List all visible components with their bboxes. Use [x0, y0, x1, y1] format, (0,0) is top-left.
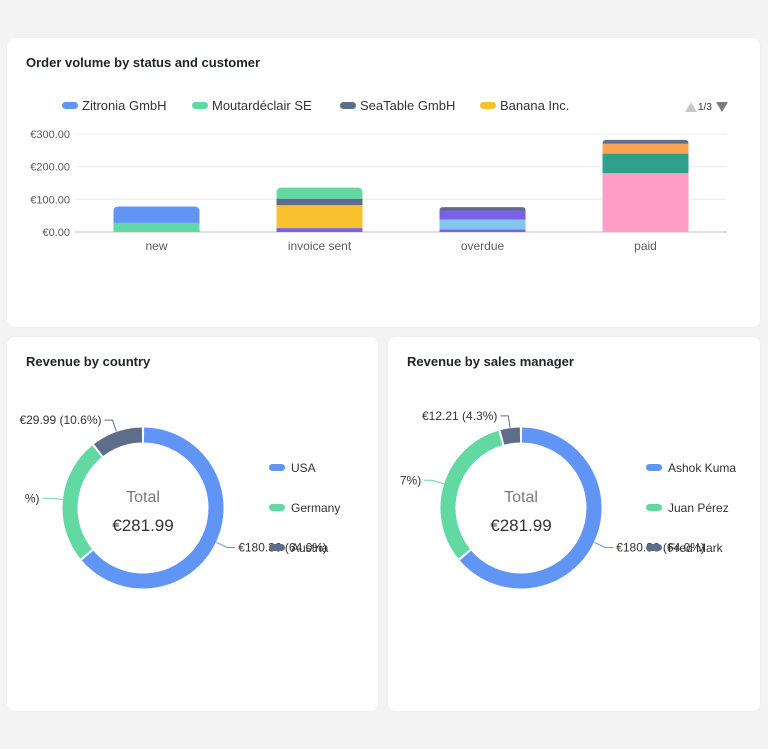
- x-tick-label-2: overdue: [461, 239, 505, 253]
- donut-legend-swatch-2: [646, 544, 662, 551]
- order-volume-chart: Zitronia GmbH Moutardéclair SE SeaTable Gm…: [30, 98, 728, 253]
- donut-leader-2: [104, 419, 117, 432]
- donut-slice-1: [62, 445, 102, 559]
- legend-label-3: Banana Inc.: [500, 98, 569, 113]
- pager-label: 1/3: [698, 102, 712, 113]
- donut-label-1: %): [25, 491, 40, 505]
- y-tick-label-2: €200.00: [30, 162, 70, 174]
- donut-center-value: €281.99: [112, 516, 173, 535]
- donut-slice-1: [440, 430, 503, 559]
- revenue-manager-card: Revenue by sales manager €180.36 (64.0%)…: [388, 337, 760, 711]
- bar-segment: [439, 219, 526, 230]
- donut-legend-swatch-1: [269, 504, 285, 511]
- donut-legend-swatch-2: [269, 544, 285, 551]
- y-tick-label-0: €0.00: [42, 227, 70, 239]
- bar-segment: [602, 173, 689, 232]
- bar-segment: [113, 222, 200, 232]
- legend-swatch-1: [192, 102, 208, 109]
- donut-legend-label-2: Fred Mark: [668, 541, 724, 555]
- donut-legend-swatch-1: [646, 504, 662, 511]
- bar-segment: [276, 198, 363, 206]
- x-tick-label-0: new: [145, 239, 167, 253]
- donut-legend-swatch-0: [269, 464, 285, 471]
- donut-legend-label-1: Germany: [291, 501, 340, 515]
- donut-legend-label-0: USA: [291, 461, 316, 475]
- revenue-country-card: Revenue by country €180.36 (64.0%)%) €29.…: [7, 337, 378, 711]
- donut-label-1: 7%): [400, 473, 421, 487]
- pager-up-icon[interactable]: [685, 102, 697, 112]
- donut-legend-label-1: Juan Pérez: [668, 501, 729, 515]
- x-tick-label-3: paid: [634, 239, 657, 253]
- donut-leader-1: [42, 497, 63, 501]
- bar-segment: [602, 139, 689, 144]
- donut-leader-0: [216, 541, 236, 548]
- bar-segment: [602, 153, 689, 174]
- legend-label-2: SeaTable GmbH: [360, 98, 455, 113]
- legend-label-1: Moutardéclair SE: [212, 98, 312, 113]
- x-tick-label-1: invoice sent: [288, 239, 352, 253]
- legend-label-0: Zitronia GmbH: [82, 98, 167, 113]
- order-volume-title: Order volume by status and customer: [26, 55, 261, 70]
- bar-segment: [439, 207, 526, 211]
- revenue-country-title: Revenue by country: [26, 354, 151, 369]
- legend-swatch-0: [62, 102, 78, 109]
- donut-label-2: €29.99 (10.6%): [19, 413, 101, 427]
- donut-leader-1: [424, 479, 444, 485]
- bar-segment: [439, 229, 526, 232]
- donut-leader-0: [594, 541, 614, 548]
- legend-swatch-3: [480, 102, 496, 109]
- bar-segment: [439, 210, 526, 220]
- bar-segment: [276, 228, 363, 232]
- revenue-manager-chart: €180.36 (64.0%)7%)€12.21 (4.3%)Total€281…: [400, 409, 736, 589]
- donut-slice-0: [81, 427, 224, 589]
- y-tick-label-3: €300.00: [30, 129, 70, 141]
- pager-down-icon[interactable]: [716, 102, 728, 112]
- y-tick-label-1: €100.00: [30, 194, 70, 206]
- revenue-manager-title: Revenue by sales manager: [407, 354, 574, 369]
- donut-center-value: €281.99: [490, 516, 551, 535]
- donut-legend-label-2: Austria: [291, 541, 329, 555]
- donut-slice-2: [500, 427, 521, 445]
- donut-slice-2: [94, 427, 143, 457]
- donut-legend-swatch-0: [646, 464, 662, 471]
- bar-segment: [276, 187, 363, 199]
- donut-center-label: Total: [504, 489, 538, 506]
- donut-legend-label-0: Ashok Kuma: [668, 461, 736, 475]
- donut-label-2: €12.21 (4.3%): [422, 409, 497, 423]
- donut-slice-0: [459, 427, 602, 589]
- revenue-country-chart: €180.36 (64.0%)%)€29.99 (10.6%)Total€281…: [19, 413, 340, 589]
- bar-segment: [113, 206, 200, 223]
- donut-leader-2: [500, 415, 511, 428]
- legend-swatch-2: [340, 102, 356, 109]
- bar-segment: [276, 205, 363, 229]
- order-volume-card: Order volume by status and customer Zitr…: [7, 38, 760, 327]
- donut-center-label: Total: [126, 489, 160, 506]
- bar-segment: [602, 143, 689, 154]
